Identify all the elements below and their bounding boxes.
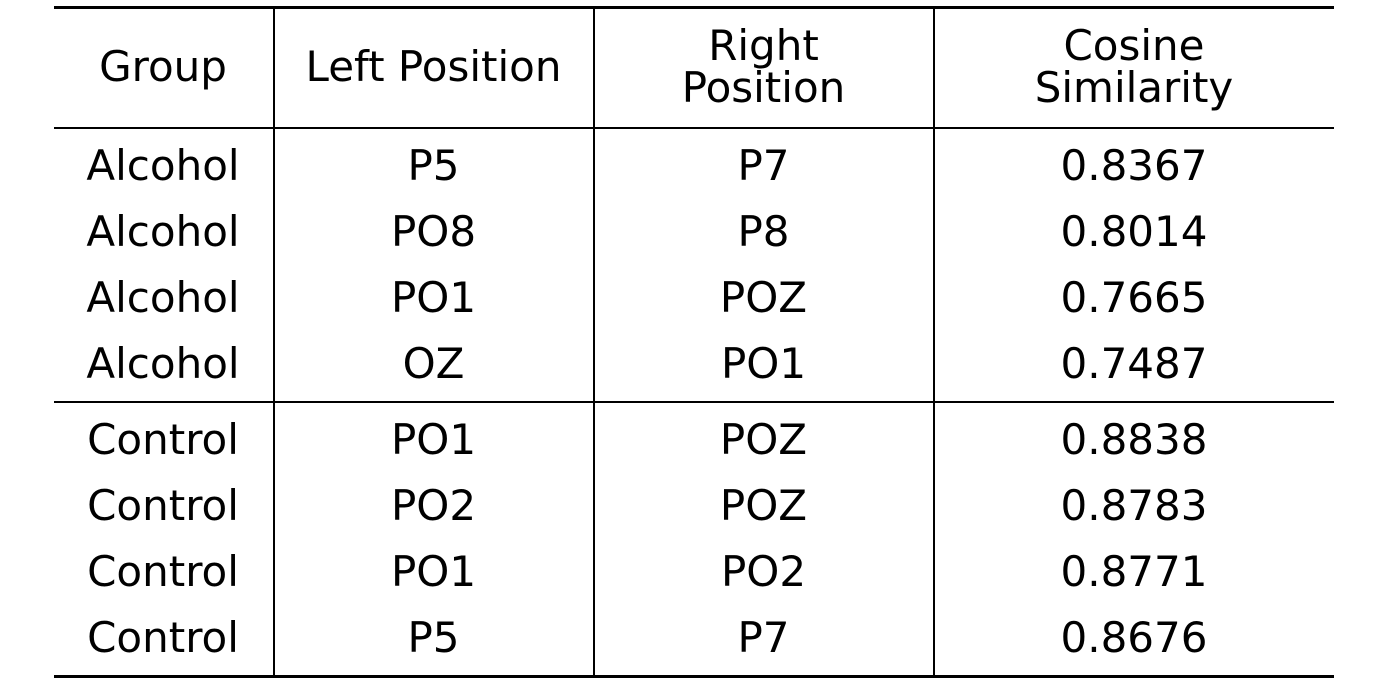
col-header-group: Group (54, 8, 274, 129)
cell-group: Control (54, 539, 274, 605)
table-row: Alcohol P5 P7 0.8367 (54, 128, 1334, 199)
cell-cosine: 0.8783 (934, 473, 1334, 539)
cell-right: POZ (594, 402, 934, 473)
cell-right: P7 (594, 605, 934, 677)
cell-left: P5 (274, 128, 594, 199)
table-row: Control PO2 POZ 0.8783 (54, 473, 1334, 539)
cell-left: PO2 (274, 473, 594, 539)
cell-right: POZ (594, 265, 934, 331)
cell-group: Alcohol (54, 128, 274, 199)
cell-group: Alcohol (54, 331, 274, 402)
cell-right: P7 (594, 128, 934, 199)
page: Group Left Position Right Position Cosin… (0, 0, 1387, 684)
cell-left: PO8 (274, 199, 594, 265)
table-row: Control PO1 PO2 0.8771 (54, 539, 1334, 605)
cell-left: PO1 (274, 402, 594, 473)
cell-cosine: 0.8367 (934, 128, 1334, 199)
table-section-control: Control PO1 POZ 0.8838 Control PO2 POZ 0… (54, 402, 1334, 677)
col-header-right: Right Position (594, 8, 934, 129)
table-section-alcohol: Alcohol P5 P7 0.8367 Alcohol PO8 P8 0.80… (54, 128, 1334, 402)
cell-right: P8 (594, 199, 934, 265)
col-header-cosine: Cosine Similarity (934, 8, 1334, 129)
cell-group: Control (54, 402, 274, 473)
table-row: Control P5 P7 0.8676 (54, 605, 1334, 677)
cell-right: POZ (594, 473, 934, 539)
cell-group: Control (54, 473, 274, 539)
table-header-row: Group Left Position Right Position Cosin… (54, 8, 1334, 129)
table-row: Alcohol PO1 POZ 0.7665 (54, 265, 1334, 331)
cell-left: OZ (274, 331, 594, 402)
similarity-table: Group Left Position Right Position Cosin… (54, 6, 1334, 678)
cell-right: PO2 (594, 539, 934, 605)
cell-cosine: 0.8014 (934, 199, 1334, 265)
cell-cosine: 0.7487 (934, 331, 1334, 402)
table-row: Alcohol OZ PO1 0.7487 (54, 331, 1334, 402)
table-row: Control PO1 POZ 0.8838 (54, 402, 1334, 473)
cell-group: Control (54, 605, 274, 677)
col-header-left: Left Position (274, 8, 594, 129)
cell-cosine: 0.8838 (934, 402, 1334, 473)
cell-cosine: 0.8676 (934, 605, 1334, 677)
cell-cosine: 0.8771 (934, 539, 1334, 605)
cell-left: PO1 (274, 265, 594, 331)
cell-group: Alcohol (54, 265, 274, 331)
cell-right: PO1 (594, 331, 934, 402)
cell-left: P5 (274, 605, 594, 677)
table-row: Alcohol PO8 P8 0.8014 (54, 199, 1334, 265)
cell-cosine: 0.7665 (934, 265, 1334, 331)
cell-left: PO1 (274, 539, 594, 605)
cell-group: Alcohol (54, 199, 274, 265)
